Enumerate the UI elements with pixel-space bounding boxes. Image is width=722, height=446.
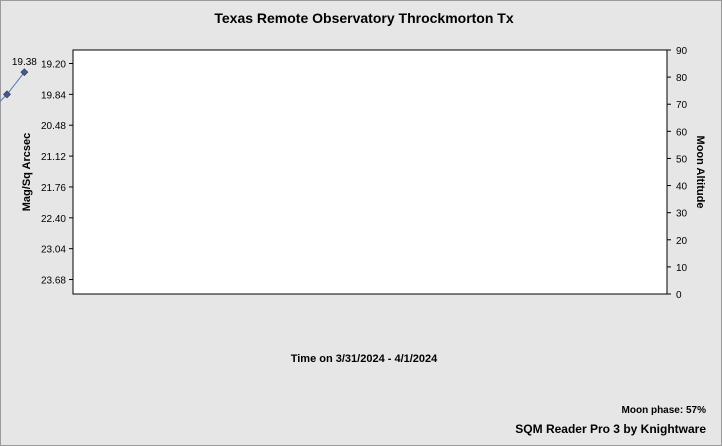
y-axis-title: Mag/Sq Arcsec: [21, 133, 33, 211]
y2-tick-label: 70: [676, 100, 688, 111]
y-tick-label: 23.04: [41, 245, 66, 256]
y2-tick-label: 80: [676, 73, 688, 84]
y2-tick-label: 40: [676, 182, 688, 193]
y2-tick-label: 90: [676, 46, 688, 57]
y2-tick-label: 20: [676, 236, 688, 247]
y2-tick-label: 10: [676, 263, 688, 274]
y-axis-left: 19.20 19.84 20.48 21.12 21.76 22.40 23.04 23.68: [41, 60, 73, 287]
plot-area: [72, 49, 668, 295]
y-tick-label: 22.40: [41, 214, 66, 225]
y-tick-label: 21.12: [41, 152, 66, 163]
y-tick-label: 21.76: [41, 183, 66, 194]
y2-tick-label: 0: [676, 290, 682, 301]
series-layer: [0, 68, 29, 103]
credit-text: SQM Reader Pro 3 by Knightware: [515, 422, 706, 436]
y2-axis-title: Moon Altitude: [694, 136, 706, 209]
y-tick-label: 19.20: [41, 60, 66, 71]
y2-tick-label: 30: [676, 209, 688, 220]
sqm-point: [20, 68, 29, 77]
y2-tick-label: 60: [676, 127, 688, 138]
y-axis-right: 0 10 20 30 40 50 60 70 80 90: [667, 46, 688, 301]
y-tick-label: 20.48: [41, 121, 66, 132]
moon-phase: Moon phase: 57%: [622, 405, 707, 416]
y2-tick-label: 50: [676, 154, 688, 165]
y-tick-label: 23.68: [41, 276, 66, 287]
sqm-data-label: 19.38: [12, 57, 37, 68]
y-tick-label: 19.84: [41, 90, 66, 101]
chart-title: Texas Remote Observatory Throckmorton Tx: [214, 10, 513, 26]
sqm-point: [3, 90, 11, 99]
data-labels: 19.3820.8223.5823.6023.6223.6223.6323.62…: [12, 57, 37, 68]
x-axis-title: Time on 3/31/2024 - 4/1/2024: [291, 353, 438, 365]
